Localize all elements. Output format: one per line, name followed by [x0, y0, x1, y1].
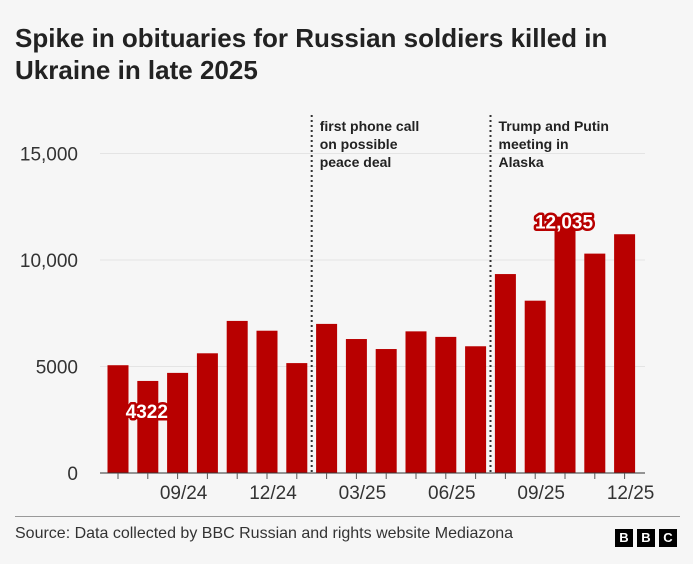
bar-12/24 — [256, 330, 278, 473]
divider — [15, 516, 680, 517]
y-tick-label: 10,000 — [20, 251, 78, 272]
bar-07/24 — [107, 365, 129, 473]
y-tick-label: 0 — [67, 464, 78, 485]
bar-05/25 — [405, 331, 427, 473]
bar-08/25 — [494, 274, 516, 473]
bar-10/24 — [196, 353, 218, 473]
y-tick-label: 5000 — [36, 358, 78, 379]
x-tick-label: 09/24 — [160, 483, 208, 504]
data-label: 4322 — [126, 402, 168, 423]
bar-09/25 — [524, 300, 546, 473]
x-tick-label: 06/25 — [428, 483, 476, 504]
data-label: 12,035 — [535, 213, 594, 234]
bar-08/24 — [137, 380, 159, 473]
annotation-text: on possible — [320, 136, 398, 152]
bar-04/25 — [375, 349, 397, 473]
logo-letter: C — [659, 529, 677, 547]
bar-11/24 — [226, 320, 248, 473]
annotation-text: Alaska — [499, 154, 544, 170]
bar-12/25 — [614, 234, 636, 473]
annotation-text: Trump and Putin — [499, 118, 609, 134]
y-tick-label: 15,000 — [20, 145, 78, 166]
bar-10/25 — [554, 216, 576, 474]
bar-03/25 — [345, 339, 367, 473]
x-tick-label: 09/25 — [517, 483, 565, 504]
source-note: Source: Data collected by BBC Russian an… — [15, 525, 514, 542]
annotation-text: meeting in — [499, 136, 569, 152]
chart-title: Spike in obituaries for Russian soldiers… — [15, 23, 608, 85]
logo-letter: B — [637, 529, 655, 547]
logo-letter: B — [615, 529, 633, 547]
bar-09/24 — [167, 372, 189, 473]
x-tick-label: 03/25 — [339, 483, 387, 504]
bar-11/25 — [584, 253, 606, 473]
bar-02/25 — [316, 323, 338, 473]
bar-01/25 — [286, 363, 308, 473]
x-tick-label: 12/25 — [607, 483, 655, 504]
bbc-logo: B B C — [615, 529, 677, 547]
x-tick-label: 12/24 — [249, 483, 297, 504]
annotation-text: first phone call — [320, 118, 420, 134]
bar-07/25 — [465, 346, 487, 473]
bar-06/25 — [435, 336, 457, 473]
annotation-text: peace deal — [320, 154, 392, 170]
